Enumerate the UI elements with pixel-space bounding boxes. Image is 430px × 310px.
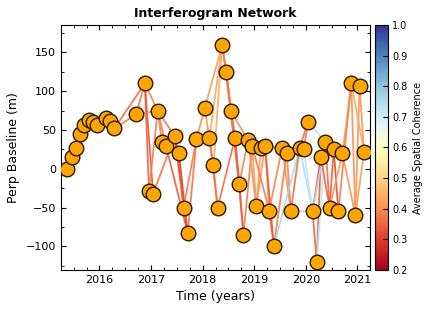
Point (322, 139, 329, 144)
Point (107, 118, 114, 123)
Point (175, 151, 182, 156)
X-axis label: Time (years): Time (years) (176, 290, 255, 303)
Point (313, 259, 320, 264)
Point (206, 135, 213, 140)
Point (214, 205, 221, 210)
Point (64, 166, 71, 171)
Point (335, 209, 342, 214)
Point (326, 205, 333, 210)
Point (223, 69, 230, 74)
Y-axis label: Perp Baseline (m): Perp Baseline (m) (7, 92, 20, 203)
Point (258, 145, 264, 150)
Point (227, 108, 234, 113)
Point (339, 151, 346, 156)
Point (85, 117, 92, 122)
Point (348, 81, 355, 86)
Point (103, 116, 110, 121)
Point (141, 81, 148, 86)
Point (283, 151, 290, 156)
Y-axis label: Average Spatial Coherence: Average Spatial Coherence (413, 82, 424, 214)
Point (132, 112, 139, 117)
Point (309, 209, 316, 214)
Point (73, 145, 80, 150)
Point (180, 205, 187, 210)
Point (317, 155, 324, 160)
Point (300, 147, 307, 152)
Point (352, 213, 359, 218)
Point (81, 122, 88, 127)
Point (77, 131, 84, 136)
Point (270, 244, 277, 249)
Point (158, 139, 165, 144)
Point (201, 106, 208, 111)
Point (296, 145, 303, 150)
Point (171, 134, 178, 139)
Title: Interferogram Network: Interferogram Network (134, 7, 297, 20)
Point (279, 145, 286, 150)
Point (249, 143, 255, 148)
Point (219, 42, 226, 47)
Point (261, 143, 268, 148)
Point (111, 126, 118, 131)
Point (304, 120, 311, 125)
Point (154, 108, 161, 113)
Point (240, 232, 247, 237)
Point (236, 182, 243, 187)
Point (145, 188, 152, 193)
Point (210, 162, 217, 167)
Point (94, 122, 101, 127)
Point (361, 149, 368, 154)
Point (232, 135, 239, 140)
Point (356, 83, 363, 88)
Point (245, 138, 252, 143)
Point (163, 143, 169, 148)
Point (330, 147, 337, 152)
Point (68, 155, 75, 160)
Point (90, 120, 97, 125)
Point (193, 137, 200, 142)
Point (287, 208, 294, 213)
Point (253, 204, 260, 209)
Point (266, 208, 273, 213)
Point (150, 191, 157, 196)
Point (184, 231, 191, 236)
